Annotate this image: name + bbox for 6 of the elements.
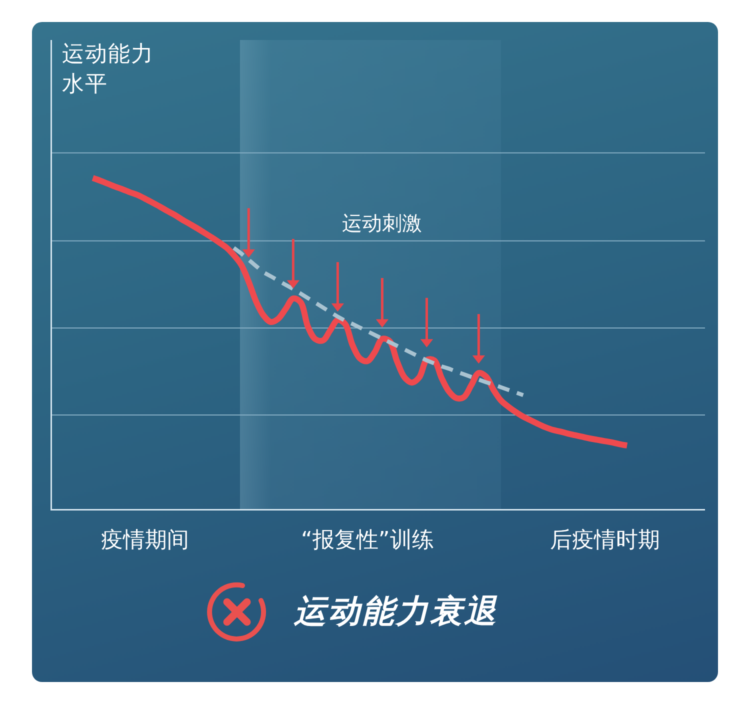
x-tick-label: “报复性”训练 [300, 528, 434, 553]
y-axis-title: 运动能力水平 [62, 41, 155, 99]
x-tick-label: 疫情期间 [100, 528, 189, 553]
x-tick-label: 后疫情时期 [550, 528, 660, 553]
annotation: 运动刺激 [342, 211, 422, 235]
text: 运动能力衰退 [294, 591, 498, 632]
